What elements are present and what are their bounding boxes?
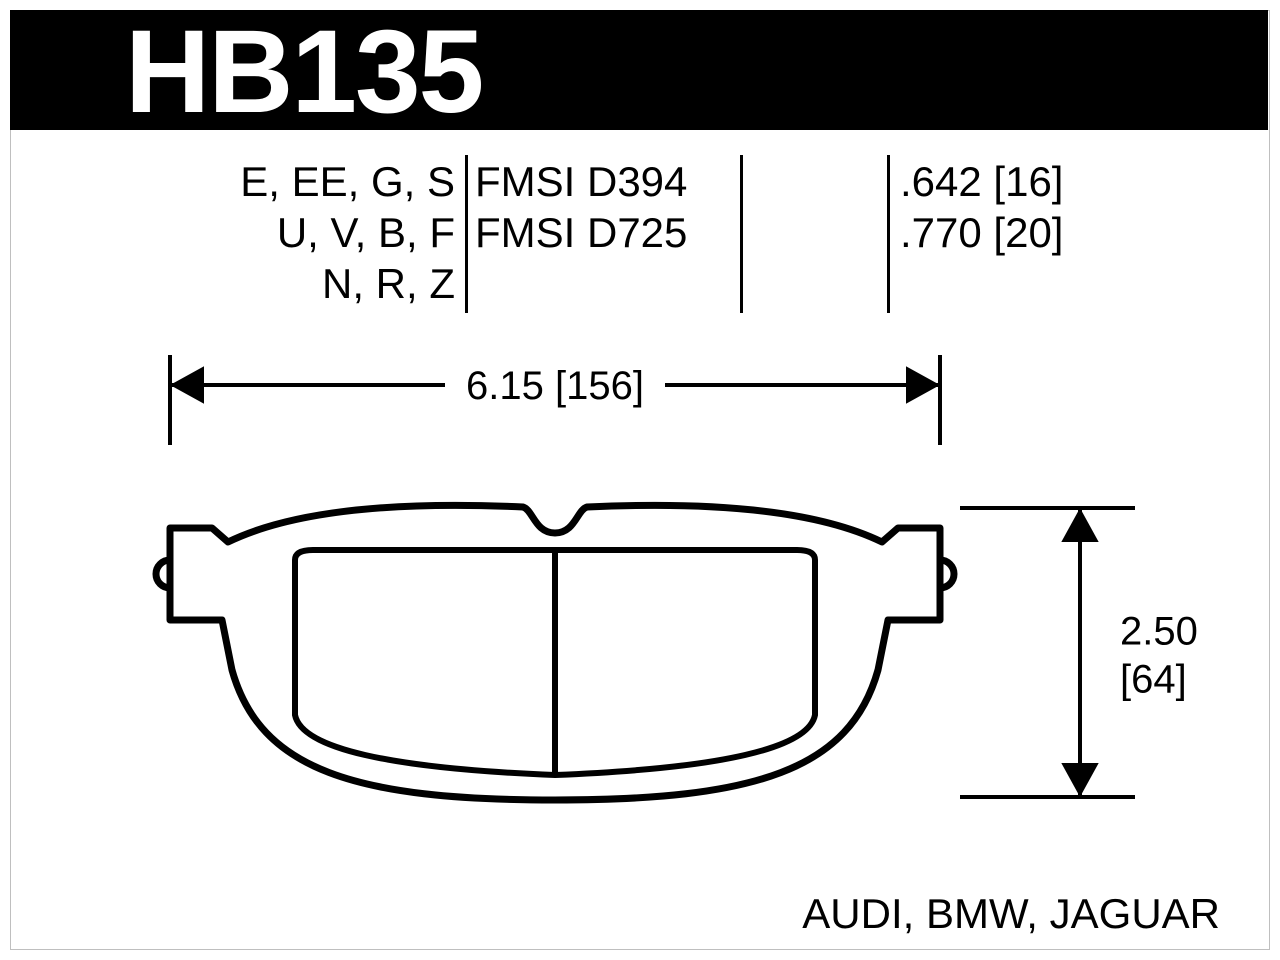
info-line: FMSI D725 (475, 207, 687, 258)
dim-height-label-2: [64] (1120, 658, 1187, 702)
info-divider-1 (465, 155, 468, 313)
info-col-fmsi: FMSI D394FMSI D725 (475, 156, 687, 258)
info-divider-2 (740, 155, 743, 313)
vehicle-makes: AUDI, BMW, JAGUAR (802, 890, 1220, 938)
info-line: .770 [20] (900, 207, 1063, 258)
info-line: E, EE, G, S (240, 156, 455, 207)
arrowhead-icon (1061, 763, 1098, 797)
info-row: E, EE, G, SU, V, B, FN, R, Z FMSI D394FM… (0, 150, 1280, 320)
diagram-stage: 6.15 [156] 2.50[64] (0, 330, 1280, 870)
info-line: N, R, Z (240, 258, 455, 309)
arrowhead-icon (1061, 508, 1098, 542)
info-col-thickness: .642 [16].770 [20] (900, 156, 1063, 258)
info-divider-3 (887, 155, 890, 313)
arrowhead-icon (906, 366, 940, 403)
info-line: FMSI D394 (475, 156, 687, 207)
info-col-compounds: E, EE, G, SU, V, B, FN, R, Z (240, 156, 455, 310)
arrowhead-icon (170, 366, 204, 403)
info-line: U, V, B, F (240, 207, 455, 258)
title-bar: HB135 (10, 10, 1268, 130)
info-line: .642 [16] (900, 156, 1063, 207)
dim-width-label: 6.15 [156] (466, 364, 644, 408)
dim-height-label-1: 2.50 (1120, 610, 1198, 654)
part-number-title: HB135 (125, 4, 482, 140)
